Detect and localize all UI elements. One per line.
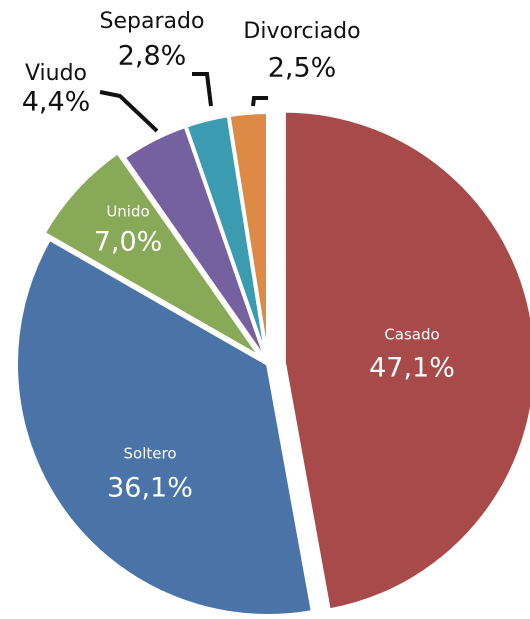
slice-value-label: 7,0% <box>94 227 163 258</box>
leader-line <box>99 90 159 133</box>
slice-value-label: 4,4% <box>22 87 91 118</box>
slice-value-label: 2,5% <box>268 53 337 84</box>
slice-value-label: 47,1% <box>369 353 455 384</box>
slice-name: Viudo <box>25 61 87 86</box>
pie-slice <box>14 235 316 618</box>
leader-line <box>251 96 268 107</box>
slice-value-label: 2,8% <box>118 41 187 72</box>
pie-slice <box>226 109 270 365</box>
slice-name: Separado <box>100 9 205 34</box>
slice-name: Soltero <box>124 445 177 463</box>
pie-slice <box>40 149 264 361</box>
pie-slice <box>281 108 530 613</box>
slice-name: Unido <box>106 203 149 221</box>
slice-value-label: 36,1% <box>107 473 193 504</box>
slice-name: Divorciado <box>243 19 360 44</box>
slice-name: Casado <box>384 326 439 344</box>
leader-line <box>192 72 213 107</box>
